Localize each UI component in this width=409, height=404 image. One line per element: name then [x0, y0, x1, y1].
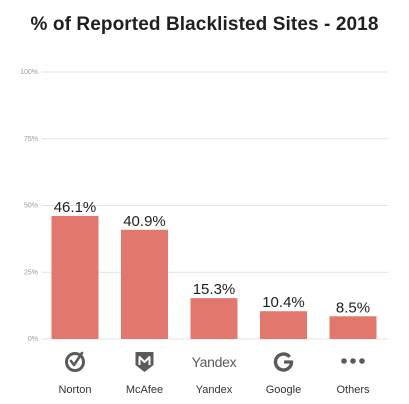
google-logo-icon [273, 352, 294, 372]
x-tick-label: McAfee [126, 384, 163, 396]
chart-title: % of Reported Blacklisted Sites - 2018 [30, 14, 379, 35]
norton-logo-icon [65, 351, 85, 372]
more-dots-icon [341, 358, 365, 364]
norton-ring [65, 352, 85, 372]
dot [341, 358, 347, 364]
category-labels: Norton McAfee Yandex Google Others [58, 384, 370, 396]
dot [350, 358, 356, 364]
value-label: 10.4% [262, 294, 305, 311]
dot [359, 358, 365, 364]
y-tick-label: 0% [28, 336, 38, 343]
bar-norton [51, 215, 99, 339]
bars [51, 215, 377, 339]
x-tick-label: Norton [58, 384, 91, 396]
value-label: 46.1% [54, 199, 97, 216]
category-logos: Yandex [65, 351, 365, 372]
norton-check [69, 351, 84, 367]
value-labels: 46.1% 40.9% 15.3% 10.4% 8.5% [54, 199, 370, 316]
y-tick-label: 100% [20, 69, 38, 76]
bar-mcafee [121, 229, 168, 339]
bar-yandex [190, 298, 238, 339]
value-label: 40.9% [123, 213, 166, 230]
bar-google [260, 311, 307, 339]
y-tick-label: 50% [24, 203, 38, 210]
y-tick-label: 75% [24, 136, 38, 143]
value-label: 15.3% [193, 281, 236, 298]
google-arc [273, 352, 294, 372]
y-tick-label: 25% [24, 269, 38, 276]
mcafee-m [138, 356, 151, 365]
x-tick-label: Google [266, 384, 301, 396]
yandex-logo-icon: Yandex [192, 354, 237, 370]
x-tick-label: Yandex [196, 384, 233, 396]
mcafee-logo-icon [135, 352, 154, 372]
x-tick-label: Others [336, 384, 370, 396]
value-label: 8.5% [336, 299, 370, 316]
bar-others [329, 316, 377, 339]
